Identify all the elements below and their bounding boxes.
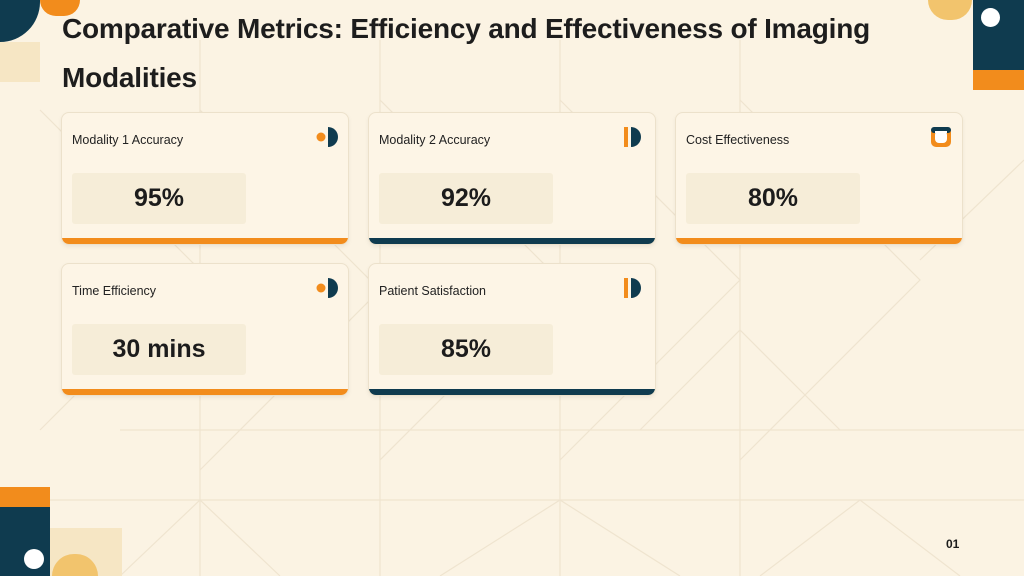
- rounded-square-ring-icon: [929, 125, 953, 149]
- page-number: 01: [946, 537, 959, 551]
- corner-decoration-navy-right: [973, 0, 1024, 70]
- metric-label: Modality 1 Accuracy: [72, 133, 183, 147]
- metric-value: 92%: [441, 184, 491, 213]
- metric-label: Patient Satisfaction: [379, 284, 486, 298]
- metric-label: Modality 2 Accuracy: [379, 133, 490, 147]
- metric-label: Cost Effectiveness: [686, 133, 789, 147]
- metric-value: 85%: [441, 335, 491, 364]
- dot-half-circle-icon: [315, 125, 339, 149]
- metric-card-cost-effectiveness: Cost Effectiveness 80%: [675, 112, 963, 245]
- accent-bar: [369, 238, 655, 244]
- bar-half-circle-icon: [622, 125, 646, 149]
- slide-title: Comparative Metrics: Efficiency and Effe…: [62, 4, 962, 102]
- corner-decoration-dot: [981, 8, 1000, 27]
- metric-value: 95%: [134, 184, 184, 213]
- corner-decoration-cream: [0, 42, 40, 82]
- metric-value: 30 mins: [112, 335, 205, 364]
- accent-bar: [62, 238, 348, 244]
- corner-decoration-orange-right: [973, 70, 1024, 90]
- metric-value-box: 95%: [72, 173, 246, 224]
- accent-bar: [62, 389, 348, 395]
- metric-card-time-efficiency: Time Efficiency 30 mins: [61, 263, 349, 396]
- corner-decoration-dot-bottom: [24, 549, 44, 569]
- metric-card-modality-1-accuracy: Modality 1 Accuracy 95%: [61, 112, 349, 245]
- metric-value-box: 85%: [379, 324, 553, 375]
- metric-value-box: 80%: [686, 173, 860, 224]
- metric-value-box: 92%: [379, 173, 553, 224]
- metric-label: Time Efficiency: [72, 284, 156, 298]
- metric-card-patient-satisfaction: Patient Satisfaction 85%: [368, 263, 656, 396]
- dot-half-circle-icon: [315, 276, 339, 300]
- bar-half-circle-icon: [622, 276, 646, 300]
- metric-value: 80%: [748, 184, 798, 213]
- metric-value-box: 30 mins: [72, 324, 246, 375]
- metric-card-modality-2-accuracy: Modality 2 Accuracy 92%: [368, 112, 656, 245]
- accent-bar: [676, 238, 962, 244]
- accent-bar: [369, 389, 655, 395]
- corner-decoration-orange-bottom: [0, 487, 50, 507]
- corner-decoration-navy-bottom: [0, 507, 50, 576]
